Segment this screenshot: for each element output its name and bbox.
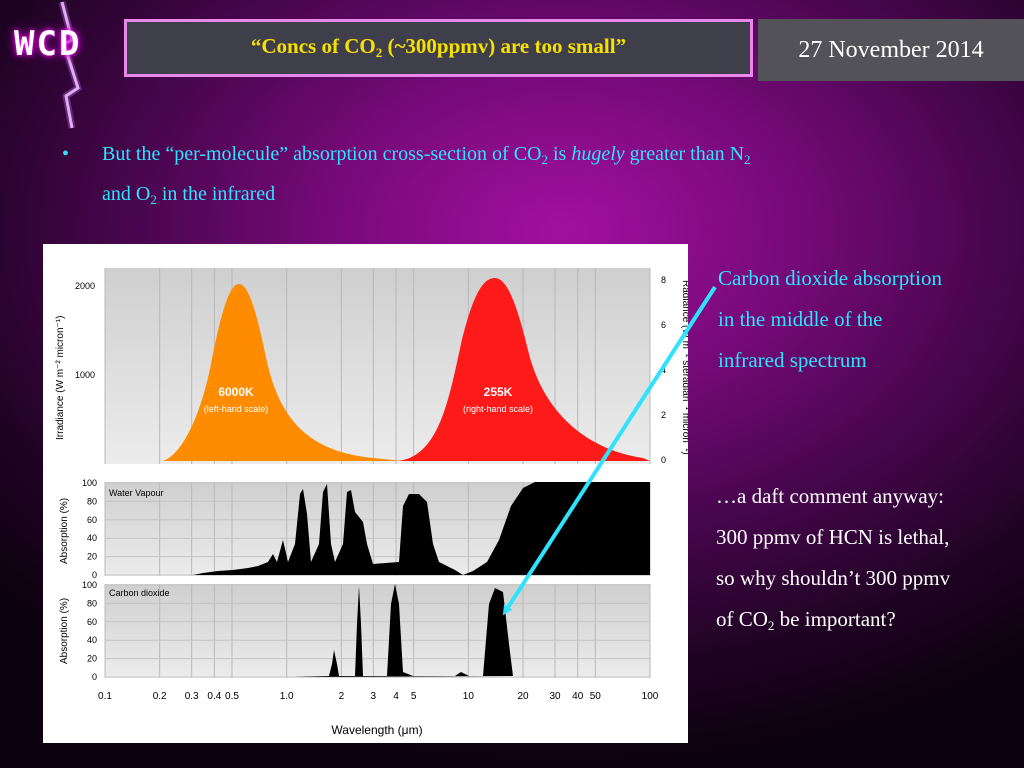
x-tick-labels: 0.1 0.2 0.3 0.4 0.5 1.0 2 3 4 5 10 20 30 40 50 100	[98, 691, 659, 702]
y-tick-label: 0	[661, 455, 666, 465]
y-tick-label: 0	[92, 570, 97, 580]
x-tick-label: 20	[517, 691, 529, 702]
x-tick-label: 50	[590, 691, 602, 702]
y-tick-label: 60	[87, 515, 97, 525]
y-tick-label: 0	[92, 672, 97, 682]
y-tick-label: 80	[87, 496, 97, 506]
y-tick-label: 60	[87, 617, 97, 627]
y-tick-label: 2000	[75, 281, 95, 291]
y-tick-label: 8	[661, 275, 666, 285]
y-tick-label: 1000	[75, 370, 95, 380]
y-tick-label: 40	[87, 635, 97, 645]
x-tick-label: 1.0	[280, 691, 294, 702]
bullet-dot: •	[62, 143, 70, 165]
co2-note-line-1: Carbon dioxide absorption	[718, 266, 942, 290]
hcn-note-line-2: 300 ppmv of HCN is lethal,	[716, 525, 950, 549]
x-tick-label: 0.1	[98, 691, 112, 702]
co2-ylabel: Absorption (%)	[59, 598, 70, 664]
y-tick-label: 20	[87, 552, 97, 562]
lightning-icon	[58, 1, 83, 129]
hcn-note-line-3: so why shouldn’t 300 ppmv	[716, 566, 951, 590]
label-255k-sub: (right-hand scale)	[463, 404, 533, 414]
x-tick-label: 3	[371, 691, 377, 702]
absorption-chart: 6000K (left-hand scale) 255K (right-hand…	[55, 268, 691, 737]
x-tick-label: 0.5	[225, 691, 239, 702]
co2-label: Carbon dioxide	[109, 588, 170, 598]
x-tick-label: 0.3	[185, 691, 199, 702]
x-tick-label: 4	[393, 691, 399, 702]
slide-date: 27 November 2014	[758, 19, 1024, 81]
y-tick-label: 4	[661, 365, 666, 375]
label-255k: 255K	[484, 385, 513, 399]
x-tick-label: 0.2	[153, 691, 167, 702]
logo-text: WCD	[14, 24, 82, 64]
x-tick-label: 0.4	[207, 691, 221, 702]
bullet-point: • But the “per-molecule” absorption cros…	[62, 134, 962, 214]
water-vapour-label: Water Vapour	[109, 488, 164, 498]
x-axis-label: Wavelength (μm)	[331, 723, 422, 737]
hcn-note-line-1: …a daft comment anyway:	[716, 484, 945, 508]
label-6000k: 6000K	[218, 385, 254, 399]
y-tick-label: 20	[87, 654, 97, 664]
wcd-logo: WCD	[0, 0, 128, 130]
label-6000k-sub: (left-hand scale)	[204, 404, 269, 414]
x-tick-label: 30	[549, 691, 561, 702]
x-tick-label: 40	[572, 691, 584, 702]
co2-panel	[105, 584, 650, 678]
y-tick-label: 80	[87, 598, 97, 608]
y-tick-label: 100	[82, 478, 97, 488]
absorption-figure: 6000K (left-hand scale) 255K (right-hand…	[43, 244, 691, 743]
wv-ylabel: Absorption (%)	[59, 498, 70, 564]
top-ylabel-right: Radiance (W m⁻² steradian⁻¹ micron⁻¹)	[680, 280, 688, 455]
x-tick-label: 5	[411, 691, 417, 702]
y-tick-label: 40	[87, 533, 97, 543]
x-tick-label: 2	[339, 691, 345, 702]
top-ylabel-left: Irradiance (W m⁻² micron⁻¹)	[55, 316, 66, 440]
co2-note: Carbon dioxide absorption in the middle …	[718, 258, 1018, 381]
x-tick-label: 100	[642, 691, 659, 702]
y-tick-label: 2	[661, 410, 666, 420]
slide-title: “Concs of CO2 (~300ppmv) are too small”	[250, 34, 627, 60]
y-tick-label: 100	[82, 580, 97, 590]
bullet-line-1: But the “per-molecule” absorption cross-…	[102, 143, 751, 167]
hcn-note: …a daft comment anyway: 300 ppmv of HCN …	[716, 476, 1016, 640]
y-tick-label: 6	[661, 320, 666, 330]
x-tick-label: 10	[463, 691, 475, 702]
co2-note-line-3: infrared spectrum	[718, 348, 867, 372]
co2-absorption	[293, 584, 513, 677]
bullet-line-2: and O2 in the infrared	[102, 183, 276, 207]
co2-note-line-2: in the middle of the	[718, 307, 883, 331]
title-box: “Concs of CO2 (~300ppmv) are too small”	[124, 19, 753, 77]
curve-6000k	[163, 284, 403, 461]
hcn-note-line-4: of CO2 be important?	[716, 607, 896, 633]
